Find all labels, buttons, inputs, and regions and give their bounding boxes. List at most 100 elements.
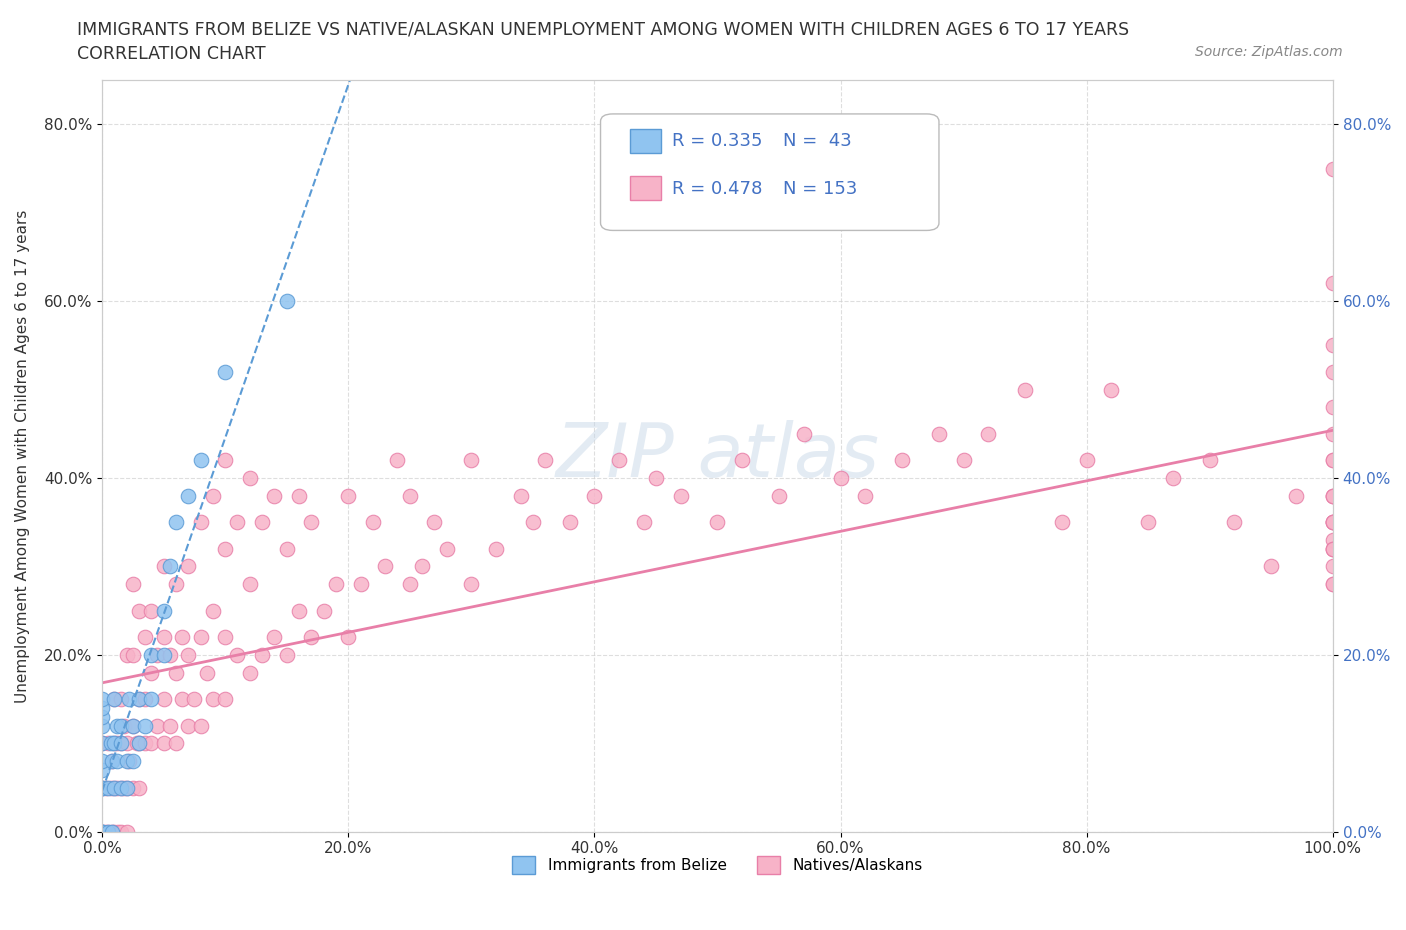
Point	[110, 692, 132, 707]
Point	[91, 824, 114, 839]
Point	[952, 453, 974, 468]
Point	[214, 365, 236, 379]
Point	[152, 604, 174, 618]
Point	[100, 736, 122, 751]
Point	[312, 604, 335, 618]
Point	[97, 780, 120, 795]
Point	[128, 692, 150, 707]
Point	[288, 604, 311, 618]
Point	[159, 559, 181, 574]
Point	[1322, 453, 1344, 468]
Point	[91, 736, 114, 751]
Bar	[630, 177, 661, 200]
Point	[1099, 382, 1122, 397]
Point	[128, 604, 150, 618]
Point	[165, 515, 187, 530]
Point	[110, 824, 132, 839]
Point	[103, 824, 125, 839]
Point	[177, 718, 200, 733]
Point	[1322, 541, 1344, 556]
Point	[1322, 453, 1344, 468]
Point	[165, 577, 187, 591]
Point	[633, 515, 655, 530]
Point	[1322, 515, 1344, 530]
Point	[276, 541, 298, 556]
Point	[1322, 541, 1344, 556]
Point	[411, 559, 433, 574]
Point	[146, 718, 169, 733]
Point	[460, 577, 482, 591]
Point	[214, 692, 236, 707]
Point	[101, 824, 124, 839]
Point	[165, 665, 187, 680]
Point	[263, 630, 285, 644]
Point	[91, 736, 114, 751]
Point	[1322, 426, 1344, 441]
Point	[91, 780, 114, 795]
Point	[337, 630, 360, 644]
Point	[239, 665, 262, 680]
Point	[387, 453, 409, 468]
Point	[325, 577, 347, 591]
Point	[110, 736, 132, 751]
Point	[118, 753, 141, 768]
Point	[94, 780, 117, 795]
Point	[91, 692, 114, 707]
Y-axis label: Unemployment Among Women with Children Ages 6 to 17 years: Unemployment Among Women with Children A…	[15, 209, 30, 702]
Point	[299, 630, 322, 644]
Point	[288, 488, 311, 503]
Point	[115, 736, 138, 751]
Point	[361, 515, 384, 530]
Point	[115, 647, 138, 662]
Point	[165, 736, 187, 751]
Point	[669, 488, 692, 503]
Point	[141, 604, 163, 618]
Point	[195, 665, 218, 680]
Point	[768, 488, 790, 503]
Point	[1050, 515, 1073, 530]
Point	[115, 780, 138, 795]
Point	[183, 692, 205, 707]
Point	[1322, 488, 1344, 503]
Point	[141, 647, 163, 662]
Point	[146, 647, 169, 662]
Point	[172, 630, 194, 644]
Point	[423, 515, 446, 530]
Point	[534, 453, 557, 468]
Point	[214, 630, 236, 644]
Point	[337, 488, 360, 503]
Point	[134, 736, 156, 751]
Point	[122, 718, 145, 733]
Point	[214, 453, 236, 468]
Point	[91, 763, 114, 777]
Point	[1322, 161, 1344, 176]
Point	[928, 426, 950, 441]
Point	[152, 647, 174, 662]
Point	[398, 488, 420, 503]
Point	[141, 736, 163, 751]
Point	[485, 541, 508, 556]
Point	[1223, 515, 1246, 530]
Point	[159, 718, 181, 733]
Point	[91, 824, 114, 839]
Text: ZIP atlas: ZIP atlas	[555, 420, 879, 492]
Point	[239, 577, 262, 591]
Point	[115, 824, 138, 839]
Point	[105, 736, 128, 751]
Point	[177, 559, 200, 574]
Point	[118, 692, 141, 707]
Point	[645, 471, 668, 485]
FancyBboxPatch shape	[600, 113, 939, 231]
Point	[1322, 488, 1344, 503]
Point	[100, 780, 122, 795]
Point	[891, 453, 914, 468]
Point	[436, 541, 458, 556]
Point	[141, 692, 163, 707]
Point	[276, 294, 298, 309]
Point	[731, 453, 754, 468]
Point	[134, 692, 156, 707]
Point	[509, 488, 531, 503]
Point	[299, 515, 322, 530]
Point	[583, 488, 606, 503]
Point	[349, 577, 371, 591]
